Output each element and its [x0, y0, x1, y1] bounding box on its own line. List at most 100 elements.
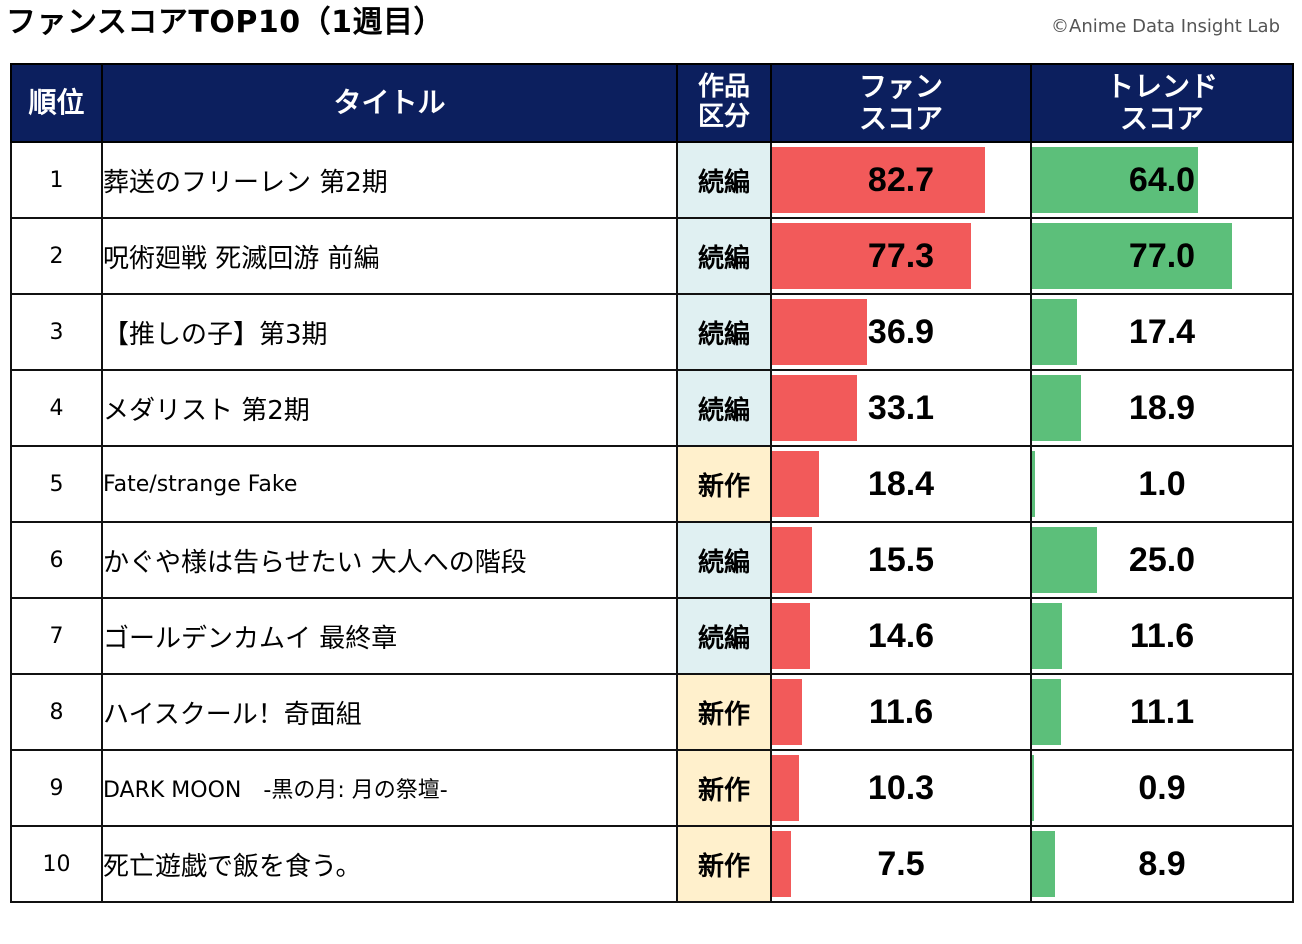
trend-score-cell: 77.0 [1030, 217, 1294, 295]
category-header-line1: 作品 [697, 72, 750, 103]
trend-score-bar [1032, 831, 1056, 897]
fan-score-bar [772, 299, 868, 365]
category-cell: 新作 [676, 673, 772, 751]
fan-score-value: 14.6 [867, 616, 935, 655]
rank-cell: 5 [10, 445, 103, 523]
trend-score-value: 11.6 [1129, 616, 1195, 655]
title-cell: DARK MOON -黒の月: 月の祭壇- [101, 749, 678, 827]
fan-score-cell: 14.6 [770, 597, 1032, 675]
category-header-line2: 区分 [697, 102, 750, 132]
rank-cell: 2 [10, 217, 103, 295]
trend-score-bar [1032, 147, 1199, 213]
fan-score-cell: 15.5 [770, 521, 1032, 599]
title-cell: 【推しの子】第3期 [101, 293, 678, 371]
rank-cell: 9 [10, 749, 103, 827]
rank-cell: 10 [10, 825, 103, 903]
category-cell: 新作 [676, 749, 772, 827]
table-row: 1 葬送のフリーレン 第2期 続編 82.7 64.0 [10, 141, 1294, 219]
table-row: 3 【推しの子】第3期 続編 36.9 17.4 [10, 293, 1294, 371]
category-cell: 続編 [676, 521, 772, 599]
title-cell: ハイスクール！奇面組 [101, 673, 678, 751]
category-cell: 続編 [676, 217, 772, 295]
fan-score-bar [772, 755, 799, 821]
fan-score-bar [772, 679, 802, 745]
fan-score-value: 15.5 [867, 540, 935, 579]
trend-score-value: 77.0 [1128, 236, 1196, 275]
trend-score-bar [1032, 451, 1035, 517]
trend-score-cell: 17.4 [1030, 293, 1294, 371]
title-cell: かぐや様は告らせたい 大人への階段 [101, 521, 678, 599]
category-cell: 新作 [676, 825, 772, 903]
table-row: 5 Fate/strange Fake 新作 18.4 1.0 [10, 445, 1294, 523]
trend-score-bar [1032, 603, 1063, 669]
category-cell: 続編 [676, 369, 772, 447]
trend-score-cell: 64.0 [1030, 141, 1294, 219]
title-header: タイトル [101, 63, 678, 143]
fan-score-bar [772, 451, 820, 517]
header-row: 順位 タイトル 作品 区分 ファン スコア トレンド スコア [10, 63, 1294, 143]
fan-score-value: 7.5 [877, 844, 925, 883]
category-cell: 続編 [676, 293, 772, 371]
table-row: 6 かぐや様は告らせたい 大人への階段 続編 15.5 25.0 [10, 521, 1294, 599]
trend-score-cell: 8.9 [1030, 825, 1294, 903]
fan-score-bar [772, 147, 986, 213]
table-row: 10 死亡遊戯で飯を食う。 新作 7.5 8.9 [10, 825, 1294, 903]
trend-score-cell: 11.1 [1030, 673, 1294, 751]
category-cell: 新作 [676, 445, 772, 523]
trend-score-value: 11.1 [1129, 692, 1195, 731]
trend-score-value: 1.0 [1138, 464, 1186, 503]
fan-score-cell: 10.3 [770, 749, 1032, 827]
title-cell: 葬送のフリーレン 第2期 [101, 141, 678, 219]
fan-score-cell: 11.6 [770, 673, 1032, 751]
rank-cell: 4 [10, 369, 103, 447]
table-body: 1 葬送のフリーレン 第2期 続編 82.7 64.0 2 呪術廻戦 死滅回游 前編 続編 77… [10, 141, 1294, 903]
table-row: 4 メダリスト 第2期 続編 33.1 18.9 [10, 369, 1294, 447]
title-cell: ゴールデンカムイ 最終章 [101, 597, 678, 675]
fan-score-header: ファン スコア [770, 63, 1032, 143]
fan-score-cell: 18.4 [770, 445, 1032, 523]
ranking-table: 順位 タイトル 作品 区分 ファン スコア トレンド スコア 1 葬送のフリーレン… [10, 63, 1294, 903]
fan-score-bar [772, 603, 810, 669]
trend-score-bar [1032, 679, 1061, 745]
title-cell: 死亡遊戯で飯を食う。 [101, 825, 678, 903]
fan-score-value: 18.4 [867, 464, 935, 503]
trend-score-value: 18.9 [1128, 388, 1196, 427]
fan-score-cell: 82.7 [770, 141, 1032, 219]
table-row: 8 ハイスクール！奇面組 新作 11.6 11.1 [10, 673, 1294, 751]
trend-score-cell: 0.9 [1030, 749, 1294, 827]
trend-score-bar [1032, 527, 1097, 593]
fan-score-value: 33.1 [867, 388, 935, 427]
title-cell: 呪術廻戦 死滅回游 前編 [101, 217, 678, 295]
trend-score-cell: 25.0 [1030, 521, 1294, 599]
fan-score-header-line1: ファン [858, 69, 943, 103]
table-row: 2 呪術廻戦 死滅回游 前編 続編 77.3 77.0 [10, 217, 1294, 295]
trend-score-value: 17.4 [1128, 312, 1196, 351]
fan-score-bar [772, 375, 858, 441]
trend-score-bar [1032, 299, 1078, 365]
table-row: 9 DARK MOON -黒の月: 月の祭壇- 新作 10.3 0.9 [10, 749, 1294, 827]
trend-score-cell: 1.0 [1030, 445, 1294, 523]
trend-score-value: 25.0 [1128, 540, 1196, 579]
category-cell: 続編 [676, 597, 772, 675]
trend-score-header-line1: トレンド [1105, 69, 1218, 103]
rank-cell: 7 [10, 597, 103, 675]
trend-score-bar [1032, 375, 1082, 441]
trend-score-value: 8.9 [1138, 844, 1186, 883]
fan-score-value: 10.3 [867, 768, 935, 807]
fan-score-value: 82.7 [867, 160, 935, 199]
rank-header: 順位 [10, 63, 103, 143]
title-cell: Fate/strange Fake [101, 445, 678, 523]
rank-cell: 8 [10, 673, 103, 751]
fan-score-value: 36.9 [867, 312, 935, 351]
fan-score-cell: 77.3 [770, 217, 1032, 295]
copyright-credit: ©Anime Data Insight Lab [1051, 16, 1280, 37]
rank-cell: 3 [10, 293, 103, 371]
fan-score-bar [772, 831, 792, 897]
fan-score-cell: 33.1 [770, 369, 1032, 447]
trend-score-cell: 18.9 [1030, 369, 1294, 447]
fan-score-header-line2: スコア [858, 102, 943, 135]
chart-title: ファンスコアTOP10（1週目） [6, 5, 444, 40]
fan-score-value: 11.6 [868, 692, 934, 731]
trend-score-bar [1032, 755, 1035, 821]
trend-score-header: トレンド スコア [1030, 63, 1294, 143]
